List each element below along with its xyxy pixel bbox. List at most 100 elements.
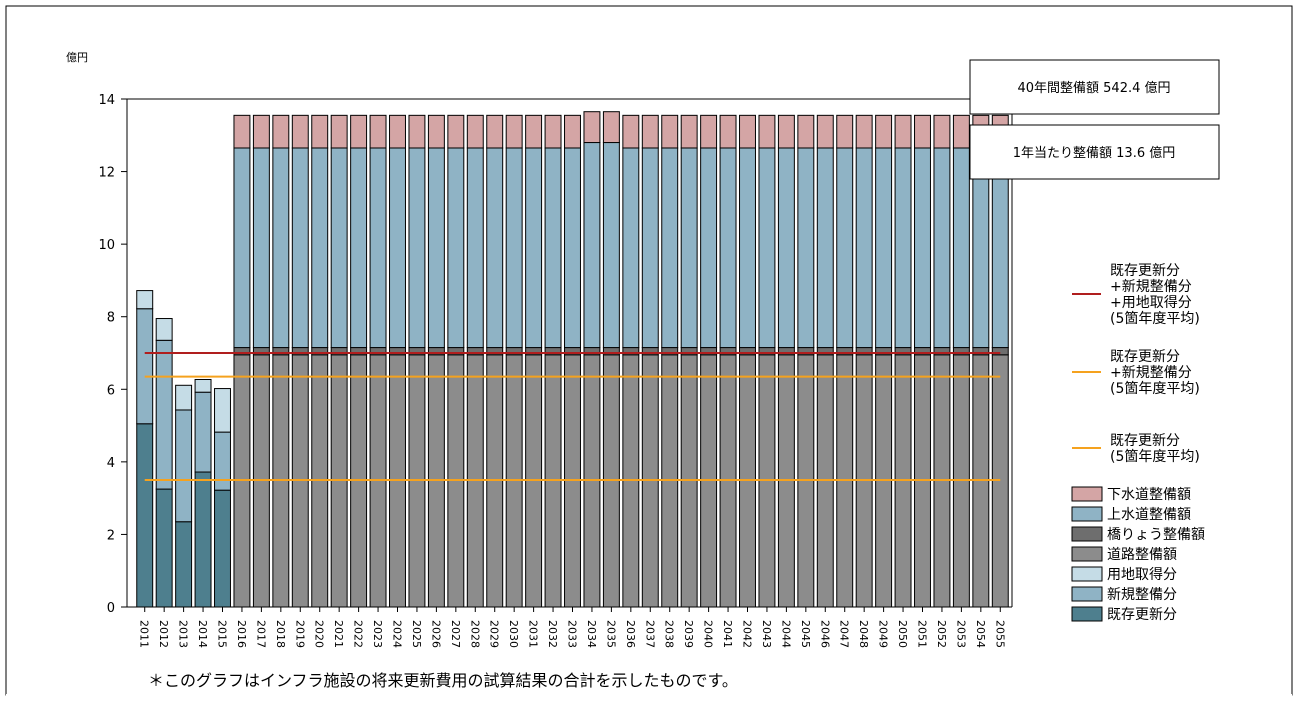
annual-annotation-box: 1年当たり整備額 13.6 億円 [969, 124, 1220, 180]
x-tick-label: 2034 [585, 620, 598, 648]
reference-lines-layer [144, 352, 1001, 481]
x-tick-label: 2027 [449, 620, 462, 648]
bar-segment [214, 489, 231, 608]
bar-segment [661, 147, 679, 349]
x-tick-label: 2040 [702, 620, 715, 648]
y-tick-label: 0 [107, 601, 115, 616]
bar-segment [214, 388, 231, 433]
x-ticks-layer: 2011 2012 2013 2014 2015 2016 2017 2018 2019 2020… [138, 607, 1006, 648]
bar-segment [408, 147, 426, 349]
bar-segment [525, 147, 543, 349]
bar-segment [564, 147, 581, 349]
bar-segment [914, 147, 931, 349]
bar-segment [797, 114, 815, 149]
legend-label: 道路整備額 [1107, 547, 1177, 563]
bar-segment [836, 147, 854, 349]
bar-segment [389, 147, 406, 349]
bar-segment [486, 147, 504, 349]
bar-segment [389, 114, 406, 149]
x-tick-label: 2054 [974, 620, 987, 648]
y-tick-label: 2 [107, 528, 115, 543]
bar-segment [175, 521, 193, 608]
legend-swatch [1071, 606, 1103, 622]
reference-line-legend: 既存更新分+新規整備分+用地取得分(5箇年度平均)既存更新分+新規整備分(5箇年… [1072, 263, 1200, 465]
bar-segment [758, 114, 776, 149]
bar-segment [291, 114, 309, 149]
x-tick-label: 2013 [177, 620, 190, 648]
x-tick-label: 2020 [313, 620, 326, 648]
x-tick-label: 2022 [352, 620, 365, 648]
x-tick-label: 2043 [760, 620, 773, 648]
x-tick-label: 2033 [566, 620, 579, 648]
x-tick-label: 2045 [799, 620, 812, 648]
bar-segment [214, 431, 231, 491]
x-tick-label: 2044 [779, 620, 792, 648]
bar-segment [602, 111, 620, 144]
x-tick-label: 2046 [818, 620, 831, 648]
bar-segment [194, 391, 212, 473]
bar-segment [505, 147, 523, 349]
x-tick-label: 2051 [916, 620, 929, 648]
annual-box-frame [969, 124, 1220, 180]
reference-legend-label: (5箇年度平均) [1110, 310, 1200, 327]
bar-segment [758, 147, 776, 349]
bar-segment [855, 114, 873, 149]
x-tick-label: 2030 [507, 620, 520, 648]
bar-segment [136, 308, 154, 425]
x-tick-label: 2029 [488, 620, 501, 648]
bar-segment [233, 114, 251, 149]
bar-segment [777, 147, 795, 349]
bar-segment [952, 147, 970, 349]
x-tick-label: 2036 [624, 620, 637, 648]
bar-segment [583, 142, 601, 349]
legend-label: 橋りょう整備額 [1107, 527, 1205, 543]
total-box-text: 40年間整備額 542.4 億円 [1017, 80, 1170, 96]
legend-label: 下水道整備額 [1107, 487, 1191, 503]
bar-segment [330, 114, 348, 149]
bar-segment [661, 114, 679, 149]
legend-label: 上水道整備額 [1107, 507, 1191, 523]
total-box-frame [969, 59, 1220, 115]
annual-box-text: 1年当たり整備額 13.6 億円 [1013, 145, 1175, 161]
bar-segment [252, 114, 270, 149]
bar-segment [739, 114, 756, 149]
bar-segment [175, 409, 193, 523]
x-tick-label: 2021 [332, 620, 345, 648]
bar-segment [408, 114, 426, 149]
bar-segment [252, 147, 270, 349]
bar-segment [875, 147, 893, 349]
bar-segment [427, 147, 445, 349]
bars-layer [136, 111, 1009, 608]
bar-segment [855, 147, 873, 349]
y-tick-label: 10 [98, 238, 115, 253]
x-tick-label: 2017 [254, 620, 267, 648]
bar-segment [641, 114, 659, 149]
bar-segment [175, 384, 193, 411]
bar-segment [894, 114, 912, 149]
bar-segment [680, 114, 698, 149]
x-tick-label: 2041 [721, 620, 734, 648]
bar-segment [272, 147, 290, 349]
bar-segment [641, 147, 659, 349]
bar-segment [486, 114, 504, 149]
x-tick-label: 2012 [157, 620, 170, 648]
bar-segment [816, 114, 834, 149]
bar-segment [466, 147, 484, 349]
x-tick-label: 2014 [196, 620, 209, 648]
bar-segment [447, 147, 465, 349]
legend-label: 用地取得分 [1107, 566, 1177, 583]
x-tick-label: 2028 [468, 620, 481, 648]
legend-swatch [1071, 566, 1103, 582]
x-tick-label: 2038 [663, 620, 676, 648]
bar-segment [427, 114, 445, 149]
bar-segment [369, 114, 387, 149]
reference-legend-label: +用地取得分 [1110, 294, 1192, 311]
bar-segment [272, 114, 290, 149]
bar-segment [952, 114, 970, 149]
x-tick-label: 2011 [138, 620, 151, 648]
x-tick-label: 2055 [993, 620, 1006, 648]
x-tick-label: 2026 [429, 620, 442, 648]
x-tick-label: 2047 [838, 620, 851, 648]
